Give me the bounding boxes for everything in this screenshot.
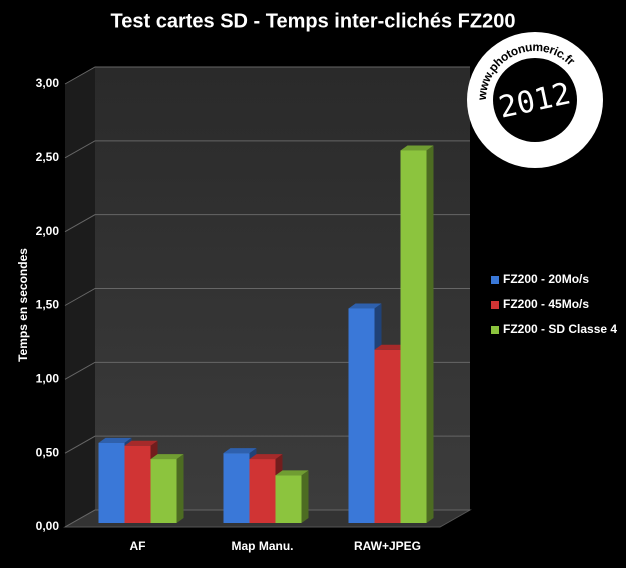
x-tick-label: RAW+JPEG: [354, 539, 421, 553]
x-tick-label: AF: [130, 539, 146, 553]
legend-label: FZ200 - SD Classe 4: [503, 322, 617, 336]
bar-side: [176, 454, 184, 523]
stamp-inner: [493, 58, 577, 142]
stamp: 2012 www.photonumeric.fr: [467, 32, 603, 168]
bar: [249, 459, 276, 523]
bar-top: [249, 454, 283, 460]
grid-line: [64, 509, 470, 528]
y-tick-label: 2,50: [36, 150, 60, 164]
bar-top: [124, 440, 158, 446]
bar: [374, 349, 401, 523]
y-tick-label: 1,50: [36, 298, 60, 312]
y-tick-label: 1,00: [36, 372, 60, 386]
grid-line: [64, 435, 470, 454]
bar-top: [98, 437, 132, 443]
bar-top: [275, 470, 309, 476]
bar: [275, 475, 302, 523]
grid-line: [64, 66, 470, 85]
bar: [223, 453, 250, 523]
grid-line: [64, 288, 470, 306]
bar: [150, 459, 177, 523]
bar: [400, 150, 427, 523]
grid-line: [64, 214, 470, 233]
x-tick-label: Map Manu.: [232, 539, 294, 553]
legend-label: FZ200 - 45Mo/s: [503, 297, 589, 311]
legend-swatch: [491, 301, 499, 309]
y-tick-label: 0,00: [36, 519, 60, 533]
bar: [124, 445, 151, 523]
y-tick-label: 3,00: [36, 76, 60, 90]
bar: [98, 442, 125, 523]
bar-side: [301, 470, 309, 523]
y-tick-label: 0,50: [36, 445, 60, 459]
bar-top: [150, 454, 184, 460]
bar-top: [223, 448, 257, 454]
bar-top: [348, 303, 382, 309]
bar-top: [400, 145, 434, 151]
grid-line: [64, 140, 470, 159]
bar-top: [374, 344, 408, 350]
legend-swatch: [491, 326, 499, 334]
y-tick-label: 2,00: [36, 224, 60, 238]
grid-line: [64, 361, 470, 380]
legend-label: FZ200 - 20Mo/s: [503, 272, 589, 286]
chart-title: Test cartes SD - Temps inter-clichés FZ2…: [111, 10, 516, 32]
y-axis-label: Temps en secondes: [16, 248, 30, 362]
bar-side: [426, 145, 434, 523]
legend-swatch: [491, 276, 499, 284]
bar: [348, 308, 375, 523]
